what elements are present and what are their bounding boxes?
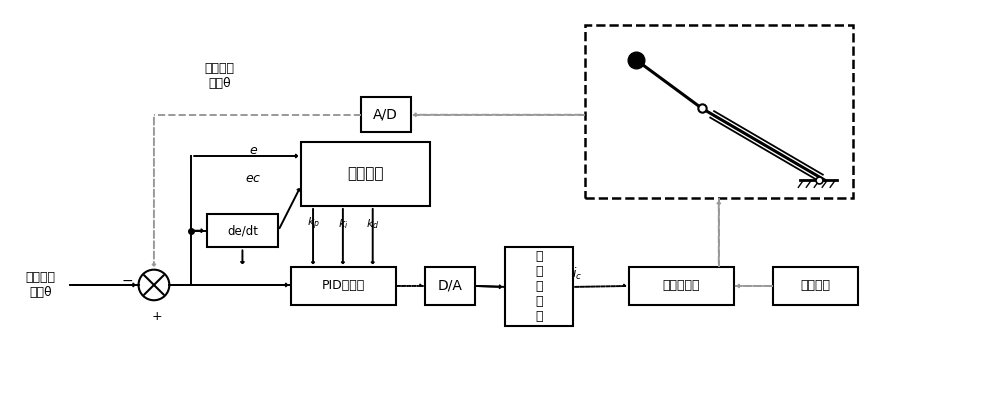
Text: PID控制器: PID控制器: [322, 280, 365, 292]
Text: de/dt: de/dt: [227, 224, 258, 237]
Text: 油源系统: 油源系统: [801, 280, 831, 292]
FancyBboxPatch shape: [361, 97, 411, 132]
FancyBboxPatch shape: [207, 214, 278, 248]
Text: $k_i$: $k_i$: [338, 217, 348, 231]
Text: 实际关节
位置θ: 实际关节 位置θ: [205, 62, 235, 90]
Text: D/A: D/A: [438, 279, 463, 293]
Text: $k_d$: $k_d$: [366, 217, 379, 231]
Text: −: −: [122, 274, 134, 288]
FancyBboxPatch shape: [773, 267, 858, 305]
FancyBboxPatch shape: [291, 267, 396, 305]
Text: $k_p$: $k_p$: [307, 215, 320, 232]
Text: $i_c$: $i_c$: [572, 266, 583, 282]
Text: $e$: $e$: [249, 144, 258, 157]
FancyBboxPatch shape: [629, 267, 734, 305]
Text: 模糊推理: 模糊推理: [348, 166, 384, 181]
FancyBboxPatch shape: [425, 267, 475, 305]
FancyBboxPatch shape: [301, 142, 430, 206]
FancyBboxPatch shape: [585, 25, 853, 198]
Text: 电液伺服阀: 电液伺服阀: [663, 280, 700, 292]
Text: 期望关节
位置θ: 期望关节 位置θ: [26, 271, 56, 299]
Text: +: +: [152, 310, 162, 323]
Text: $ec$: $ec$: [245, 172, 262, 185]
Text: 伺
服
放
大
器: 伺 服 放 大 器: [535, 250, 543, 323]
FancyBboxPatch shape: [505, 248, 573, 327]
Text: A/D: A/D: [373, 108, 398, 122]
